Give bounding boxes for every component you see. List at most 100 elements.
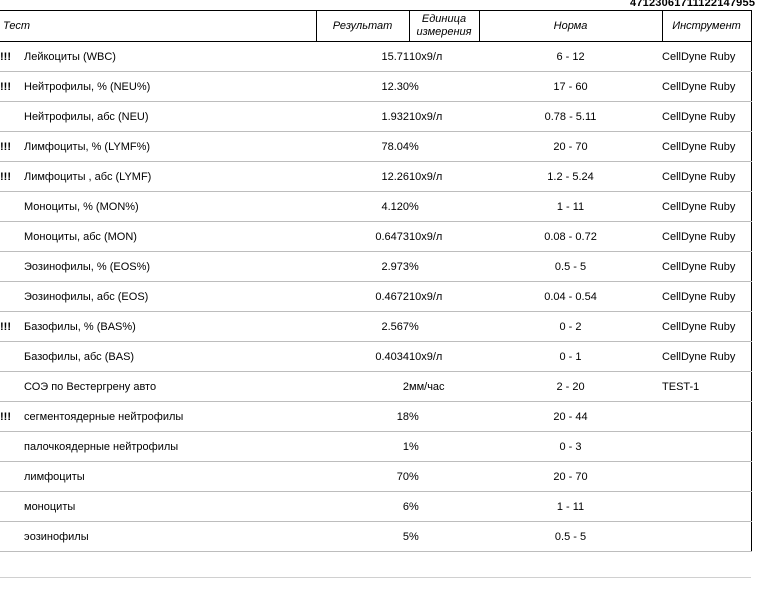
table-row: Моноциты, % (MON%) 4.120% 1 - 11 CellDyne R… [0,191,752,222]
abnormal-flag [0,371,24,402]
abnormal-flag [0,101,24,132]
bottom-divider [0,577,751,578]
table-row: СОЭ по Вестергрену авто 2 мм/час 2 - 20 TEST… [0,371,752,402]
table-row: лимфоциты 70% 20 - 70 [0,461,752,492]
instrument-name: CellDyne Ruby [662,131,752,162]
header-test: Тест [0,10,317,42]
result-value: 2.567 [316,311,410,342]
test-name: Лимфоциты , абс (LYMF) [24,161,317,192]
table-row: Моноциты, абс (MON) 0.6473 10x9/л 0.08 - 0.… [0,221,752,252]
table-row: Эозинофилы, абс (EOS) 0.4672 10x9/л 0.04 - … [0,281,752,312]
test-name: Эозинофилы, абс (EOS) [24,281,317,312]
unit-value: % [409,131,480,162]
unit-value: % [409,461,480,492]
test-name: Эозинофилы, % (EOS%) [24,251,317,282]
reference-range: 6 - 12 [479,41,663,72]
barcode-number: 47123061711122147955 [630,0,756,9]
reference-range: 1 - 11 [479,491,663,522]
unit-value: 10x9/л [409,161,480,192]
abnormal-flag [0,461,24,492]
header-norm: Норма [478,10,663,42]
table-row: !!! Лимфоциты, % (LYMF%) 78.04% 20 - 70 Cell… [0,131,752,162]
test-name: Моноциты, % (MON%) [24,191,317,222]
abnormal-flag [0,281,24,312]
table-row: моноциты 6% 1 - 11 [0,491,752,522]
unit-value: 10x9/л [409,221,480,252]
reference-range: 0 - 3 [479,431,663,462]
instrument-name [662,401,752,432]
instrument-name: CellDyne Ruby [662,161,752,192]
reference-range: 1 - 11 [479,191,663,222]
reference-range: 20 - 44 [479,401,663,432]
reference-range: 20 - 70 [479,131,663,162]
table-row: !!! сегментоядерные нейтрофилы 18% 20 - 44 [0,401,752,432]
instrument-name: CellDyne Ruby [662,41,752,72]
unit-value: 10x9/л [409,101,480,132]
table-row: !!! Лейкоциты (WBC) 15.71 10x9/л 6 - 12 CellD… [0,41,752,72]
result-value: 78.04 [316,131,410,162]
test-name: эозинофилы [24,521,317,552]
unit-value: 10x9/л [409,281,480,312]
instrument-name [662,461,752,492]
unit-value: % [409,71,480,102]
header-unit: Единица измерения [408,10,480,42]
reference-range: 0.08 - 0.72 [479,221,663,252]
result-value: 2 [316,371,410,402]
reference-range: 0 - 2 [479,311,663,342]
instrument-name: CellDyne Ruby [662,341,752,372]
abnormal-flag: !!! [0,161,24,192]
abnormal-flag: !!! [0,41,24,72]
table-row: !!! Базофилы, % (BAS%) 2.567% 0 - 2 CellDyne… [0,311,752,342]
instrument-name: CellDyne Ruby [662,311,752,342]
test-name: палочкоядерные нейтрофилы [24,431,317,462]
instrument-name [662,521,752,552]
header-result: Результат [315,10,410,42]
header-unit-line2: измерения [416,26,472,38]
header-instrument: Инструмент [661,10,752,42]
unit-value: мм/час [409,371,480,402]
table-row: палочкоядерные нейтрофилы 1% 0 - 3 [0,431,752,462]
unit-value: % [409,191,480,222]
result-value: 12.26 [316,161,410,192]
unit-value: 10x9/л [409,41,480,72]
table-header-row: Тест Результат Единица измерения Норма И… [0,10,752,42]
result-value: 70 [316,461,410,492]
result-value: 4.120 [316,191,410,222]
reference-range: 0.04 - 0.54 [479,281,663,312]
test-name: Базофилы, % (BAS%) [24,311,317,342]
reference-range: 20 - 70 [479,461,663,492]
unit-value: % [409,401,480,432]
unit-value: 10x9/л [409,341,480,372]
result-value: 15.71 [316,41,410,72]
test-name: Базофилы, абс (BAS) [24,341,317,372]
reference-range: 0.5 - 5 [479,521,663,552]
table-row: !!! Нейтрофилы, % (NEU%) 12.30% 17 - 60 Cell… [0,71,752,102]
abnormal-flag [0,341,24,372]
reference-range: 0.78 - 5.11 [479,101,663,132]
reference-range: 1.2 - 5.24 [479,161,663,192]
abnormal-flag [0,521,24,552]
unit-value: % [409,431,480,462]
instrument-name: CellDyne Ruby [662,191,752,222]
result-value: 6 [316,491,410,522]
instrument-name: CellDyne Ruby [662,71,752,102]
unit-value: % [409,251,480,282]
table-row: эозинофилы 5% 0.5 - 5 [0,521,752,552]
instrument-name: CellDyne Ruby [662,281,752,312]
abnormal-flag: !!! [0,401,24,432]
unit-value: % [409,311,480,342]
test-name: сегментоядерные нейтрофилы [24,401,317,432]
unit-value: % [409,491,480,522]
abnormal-flag: !!! [0,131,24,162]
instrument-name: CellDyne Ruby [662,221,752,252]
abnormal-flag: !!! [0,71,24,102]
result-value: 2.973 [316,251,410,282]
reference-range: 17 - 60 [479,71,663,102]
test-name: моноциты [24,491,317,522]
instrument-name: TEST-1 [662,371,752,402]
result-value: 5 [316,521,410,552]
unit-value: % [409,521,480,552]
test-name: Нейтрофилы, % (NEU%) [24,71,317,102]
instrument-name [662,431,752,462]
table-row: Нейтрофилы, абс (NEU) 1.932 10x9/л 0.78 - 5… [0,101,752,132]
